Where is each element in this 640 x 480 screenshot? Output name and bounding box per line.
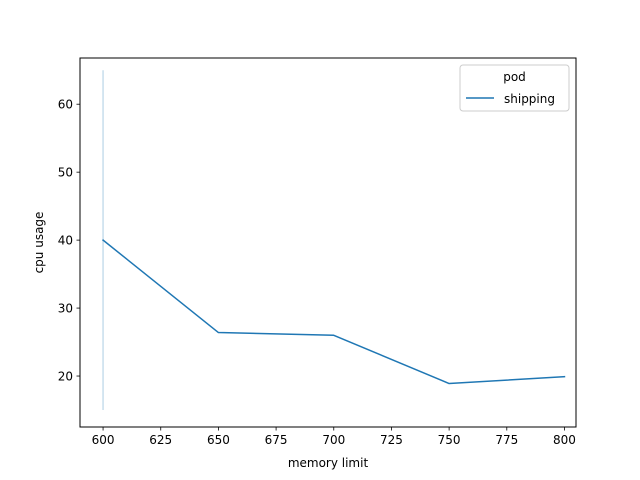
legend-box — [459, 64, 570, 112]
x-tick-label: 675 — [265, 433, 288, 447]
x-tick-label: 700 — [322, 433, 345, 447]
y-tick-label: 40 — [58, 234, 73, 248]
x-tick-label: 650 — [207, 433, 230, 447]
x-tick-label: 725 — [380, 433, 403, 447]
y-tick-label: 20 — [58, 370, 73, 384]
x-tick-label: 775 — [495, 433, 518, 447]
legend-title: pod — [503, 70, 526, 84]
y-ticks: 20 30 40 50 60 — [58, 98, 80, 384]
y-axis-label: cpu usage — [32, 212, 46, 274]
legend-label-shipping: shipping — [504, 92, 555, 106]
series-layer — [102, 239, 566, 385]
y-tick-label: 30 — [58, 302, 73, 316]
legend: pod shipping — [459, 64, 570, 112]
x-tick-label: 800 — [553, 433, 576, 447]
y-tick-label: 50 — [58, 166, 73, 180]
y-tick-label: 60 — [58, 98, 73, 112]
series-line-shipping — [102, 239, 566, 385]
x-axis-label: memory limit — [288, 456, 369, 470]
x-tick-label: 600 — [92, 433, 115, 447]
x-tick-label: 625 — [149, 433, 172, 447]
x-ticks: 600 625 650 675 700 725 750 775 800 — [92, 427, 576, 447]
plot-frame — [79, 57, 577, 428]
x-tick-label: 750 — [438, 433, 461, 447]
